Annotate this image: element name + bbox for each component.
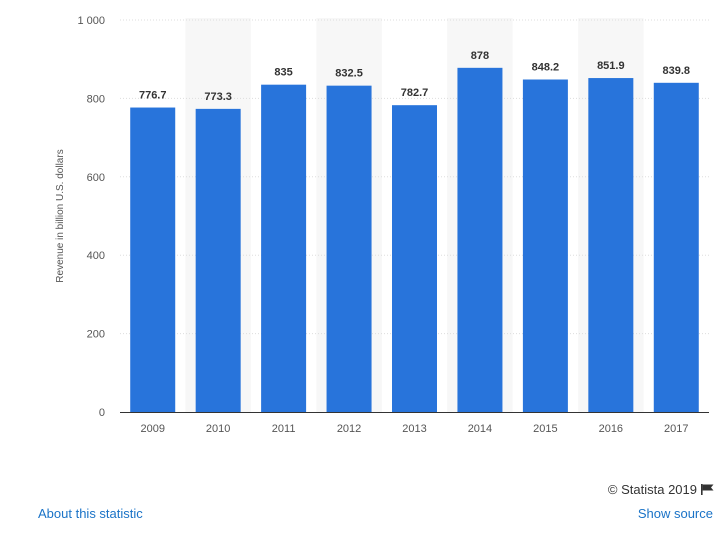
bar-chart: 0 200 400 600 800 1 000 Revenue in billion U.S… — [55, 15, 709, 435]
bar-2014[interactable] — [457, 67, 503, 412]
data-label: 839.8 — [663, 65, 691, 77]
bar-2015[interactable] — [522, 79, 568, 412]
data-label: 848.2 — [532, 62, 560, 74]
y-tick-label: 400 — [87, 250, 105, 262]
x-tick-label: 2017 — [664, 423, 688, 435]
x-tick-label: 2011 — [272, 423, 296, 435]
x-tick-label: 2010 — [206, 423, 230, 435]
y-tick-label: 200 — [87, 329, 105, 341]
bar-2011[interactable] — [261, 84, 307, 413]
bar-2017[interactable] — [653, 82, 699, 412]
x-tick-label: 2014 — [468, 423, 492, 435]
statista-credit: © Statista 2019 — [608, 482, 714, 497]
y-tick-label: 0 — [99, 407, 105, 419]
x-tick-label: 2009 — [140, 423, 164, 435]
x-tick-label: 2015 — [533, 423, 557, 435]
bar-2009[interactable] — [130, 107, 176, 412]
bar-2012[interactable] — [326, 85, 372, 412]
data-label: 782.7 — [401, 87, 429, 99]
data-label: 773.3 — [204, 91, 232, 103]
bar-2010[interactable] — [195, 108, 241, 413]
data-label: 835 — [274, 67, 292, 79]
y-axis-label: Revenue in billion U.S. dollars — [55, 149, 66, 282]
data-label: 878 — [471, 50, 489, 62]
data-label: 776.7 — [139, 90, 167, 102]
data-label: 851.9 — [597, 60, 625, 72]
bar-2016[interactable] — [588, 78, 634, 412]
about-statistic-link[interactable]: About this statistic — [38, 506, 143, 521]
y-tick-label: 800 — [87, 93, 105, 105]
x-tick-label: 2013 — [402, 423, 426, 435]
y-tick-label: 1 000 — [77, 15, 105, 27]
credit-text: © Statista 2019 — [607, 482, 697, 497]
flag-icon[interactable] — [701, 484, 714, 495]
chart-footer: © Statista 2019 About this statistic Sho… — [0, 470, 724, 530]
data-label: 832.5 — [335, 68, 363, 80]
show-source-link[interactable]: Show source — [637, 506, 713, 521]
y-tick-label: 600 — [87, 172, 105, 184]
bar-2013[interactable] — [392, 105, 437, 412]
x-tick-label: 2016 — [599, 423, 623, 435]
x-tick-label: 2012 — [337, 423, 361, 435]
